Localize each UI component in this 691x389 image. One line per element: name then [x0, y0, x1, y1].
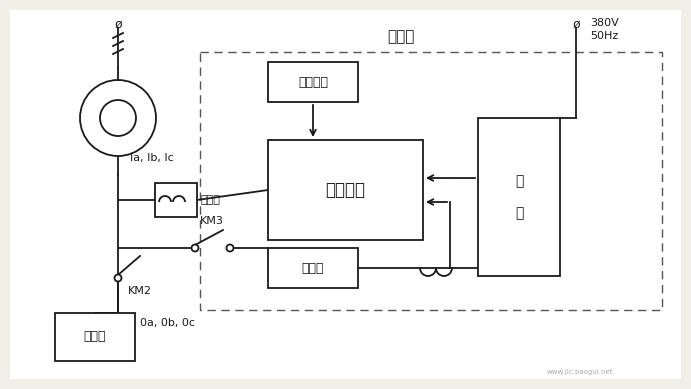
Text: ø: ø — [114, 18, 122, 31]
Text: 互感器: 互感器 — [201, 195, 221, 205]
Bar — [155, 183, 197, 217]
Bar — [268, 140, 423, 240]
Text: 控制中心: 控制中心 — [325, 181, 366, 199]
Circle shape — [115, 275, 122, 282]
Bar — [200, 52, 662, 310]
Circle shape — [191, 245, 198, 252]
Text: Ia, Ib, Ic: Ia, Ib, Ic — [130, 153, 173, 163]
Text: 变频器: 变频器 — [302, 261, 324, 275]
Text: 进相机: 进相机 — [388, 29, 415, 44]
Text: KM2: KM2 — [128, 286, 152, 296]
Bar — [55, 313, 135, 361]
Text: www.jlc.baogui.net: www.jlc.baogui.net — [547, 369, 613, 375]
Bar — [268, 62, 358, 102]
Bar — [268, 248, 358, 288]
Text: 操作面板: 操作面板 — [298, 75, 328, 89]
Text: 电

源: 电 源 — [515, 174, 523, 220]
Bar — [478, 118, 560, 276]
Circle shape — [227, 245, 234, 252]
Circle shape — [80, 80, 156, 156]
Text: 起动器: 起动器 — [84, 331, 106, 343]
Text: 380V
50Hz: 380V 50Hz — [590, 18, 618, 41]
Text: KM3: KM3 — [200, 216, 224, 226]
Circle shape — [100, 100, 136, 136]
Text: ø: ø — [572, 18, 580, 31]
Text: 0a, 0b, 0c: 0a, 0b, 0c — [140, 318, 195, 328]
